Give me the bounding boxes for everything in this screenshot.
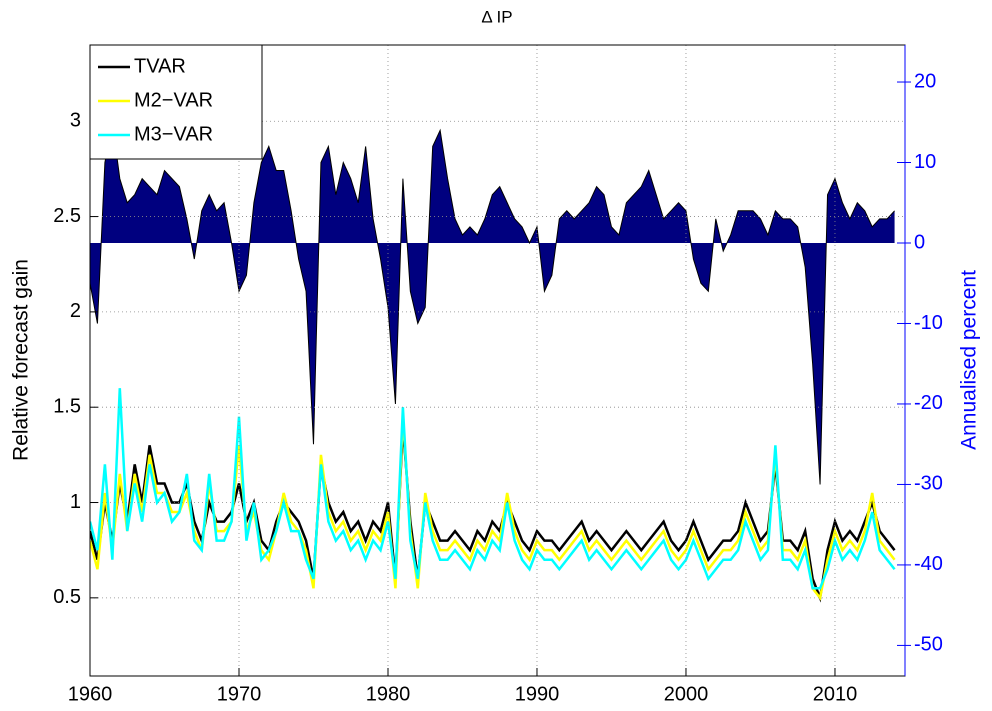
y-tick-label: 3 — [70, 110, 81, 132]
y-tick-label: 2.5 — [53, 205, 81, 227]
y2-tick-label: 0 — [914, 231, 925, 253]
y2-tick-label: 20 — [914, 70, 936, 92]
y-tick-label: 0.5 — [53, 586, 81, 608]
x-tick-label: 1990 — [515, 683, 560, 705]
legend-label: TVAR — [134, 55, 186, 77]
y2-tick-label: -10 — [914, 312, 943, 334]
y2-tick-label: -50 — [914, 634, 943, 656]
y-tick-label: 1.5 — [53, 395, 81, 417]
x-tick-label: 2000 — [664, 683, 709, 705]
legend-label: M2−VAR — [134, 89, 213, 111]
y2-tick-label: -20 — [914, 392, 943, 414]
chart-title: Δ IP — [481, 7, 512, 26]
y-axis-label: Relative forecast gain — [10, 259, 33, 461]
x-tick-label: 2010 — [813, 683, 858, 705]
area-line — [90, 122, 895, 485]
line — [90, 416, 896, 601]
plot-content — [90, 122, 896, 603]
line — [90, 388, 896, 590]
line — [90, 426, 896, 603]
y2-tick-label: -40 — [914, 553, 943, 575]
x-tick-label: 1960 — [68, 683, 113, 705]
y-tick-label: 1 — [70, 491, 81, 513]
y2-tick-label: 10 — [914, 151, 936, 173]
x-tick-label: 1980 — [366, 683, 411, 705]
y2-axis-label: Annualised percent — [958, 270, 981, 450]
legend-label: M3−VAR — [134, 123, 213, 145]
y2-tick-label: -30 — [914, 473, 943, 495]
x-tick-label: 1970 — [217, 683, 262, 705]
y-tick-label: 2 — [70, 300, 81, 322]
